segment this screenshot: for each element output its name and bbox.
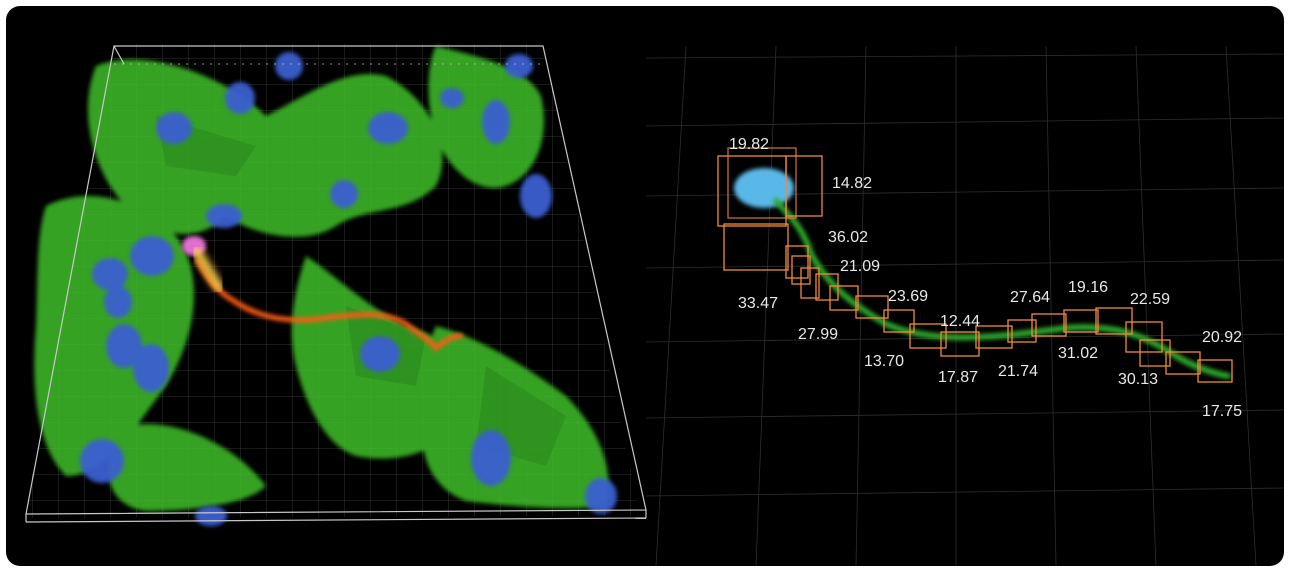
- segment-label: 33.47: [738, 295, 778, 312]
- segment-label: 36.02: [828, 229, 868, 246]
- segmented-neurite: [773, 198, 1231, 379]
- nuclei-signal: [80, 52, 617, 526]
- segment-label: 27.99: [798, 326, 838, 343]
- segment-label: 12.44: [940, 313, 980, 330]
- segment-label: 17.87: [938, 369, 978, 386]
- segment-label: 23.69: [888, 288, 928, 305]
- volume-bounding-box: [25, 45, 647, 523]
- segment-label: 19.16: [1068, 279, 1108, 296]
- right-segment-view: 19.82 14.82 36.02 21.09 33.47 23.69 27.9…: [645, 45, 1284, 566]
- segment-label: 14.82: [832, 175, 872, 192]
- segment-label: 21.74: [998, 363, 1038, 380]
- segment-label: 22.59: [1130, 291, 1170, 308]
- segment-label: 19.82: [729, 136, 769, 153]
- segment-label: 17.75: [1202, 403, 1242, 420]
- segment-label: 27.64: [1010, 289, 1050, 306]
- segment-labels: 19.82 14.82 36.02 21.09 33.47 23.69 27.9…: [729, 136, 1242, 420]
- segment-label: 13.70: [864, 353, 904, 370]
- segment-label: 30.13: [1118, 371, 1158, 388]
- segment-boxes: [717, 147, 1233, 383]
- left-volume-view: [24, 44, 647, 526]
- segmented-nucleus: [734, 168, 794, 208]
- segment-label: 20.92: [1202, 329, 1242, 346]
- image-panel: 19.82 14.82 36.02 21.09 33.47 23.69 27.9…: [6, 6, 1284, 566]
- traced-cell-signal: [182, 236, 464, 352]
- segment-label: 31.02: [1058, 345, 1098, 362]
- segment-label: 21.09: [840, 258, 880, 275]
- perspective-grid: [645, 45, 1284, 566]
- microscopy-scene: 19.82 14.82 36.02 21.09 33.47 23.69 27.9…: [24, 44, 1284, 566]
